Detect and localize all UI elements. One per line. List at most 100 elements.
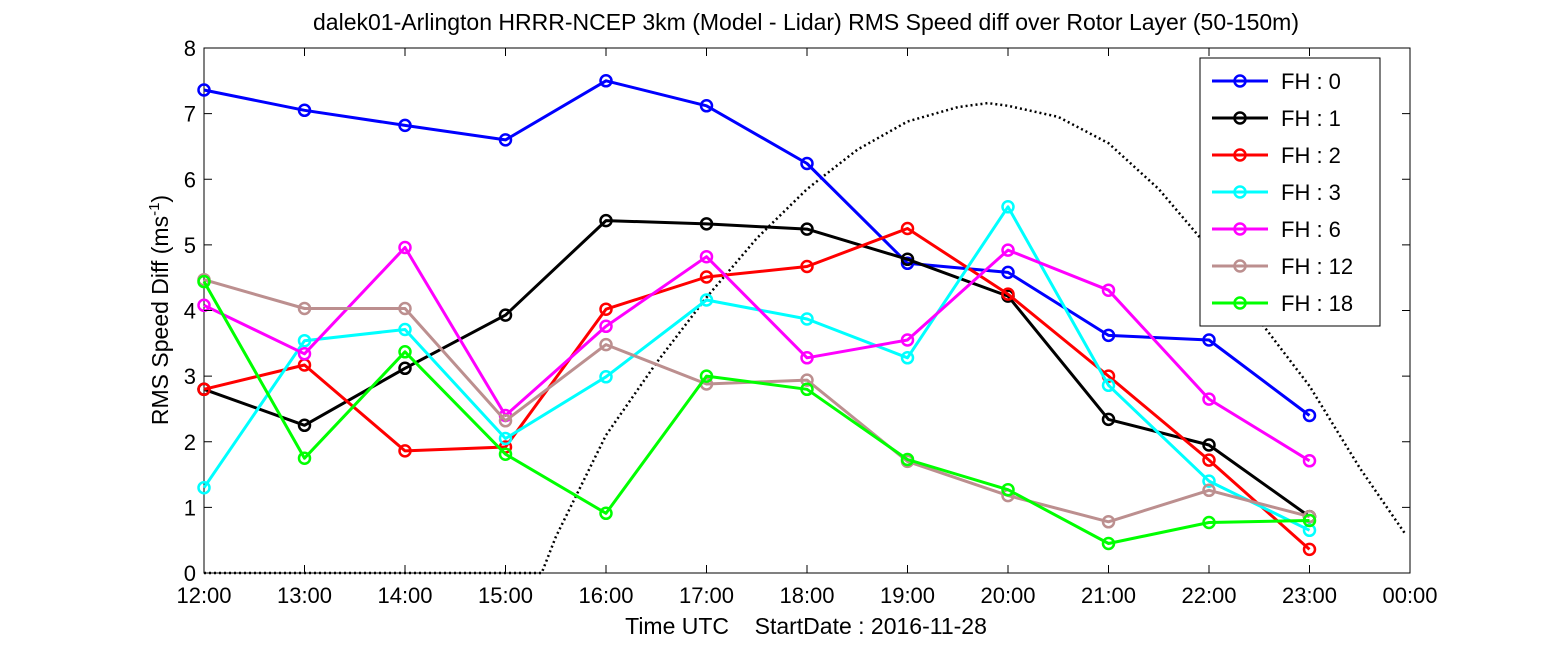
data-point bbox=[1101, 328, 1116, 343]
legend-label: FH : 3 bbox=[1281, 180, 1341, 205]
data-point bbox=[1302, 513, 1317, 528]
y-tick-label: 1 bbox=[184, 495, 196, 520]
y-axis-label-main: RMS Speed Diff (ms bbox=[147, 216, 173, 425]
x-tick-label: 14:00 bbox=[377, 583, 432, 608]
legend-swatch-marker bbox=[1233, 185, 1247, 199]
data-point bbox=[498, 447, 513, 461]
data-point bbox=[1202, 474, 1216, 488]
legend-entry: FH : 18 bbox=[1212, 291, 1353, 316]
ticks-layer: 12:00 13:00 14:00 15:00 16:00 17:00 18:00 19:00… bbox=[176, 36, 1437, 608]
legend-entry: FH : 2 bbox=[1212, 143, 1341, 168]
data-point bbox=[498, 431, 513, 446]
legend-label: FH : 2 bbox=[1281, 143, 1341, 168]
legend-swatch-marker bbox=[1233, 259, 1247, 273]
data-point bbox=[1302, 542, 1317, 557]
reference-curve bbox=[204, 101, 1407, 575]
data-point bbox=[699, 99, 714, 113]
data-point bbox=[1302, 454, 1317, 468]
data-point bbox=[398, 240, 412, 255]
data-point bbox=[699, 217, 714, 231]
data-point bbox=[1001, 243, 1015, 257]
data-point bbox=[900, 333, 915, 347]
data-point bbox=[599, 319, 613, 334]
series-0 bbox=[197, 74, 1317, 423]
legend-label: FH : 18 bbox=[1281, 291, 1353, 316]
series-layer bbox=[197, 74, 1317, 557]
series-line bbox=[202, 205, 1311, 532]
data-point bbox=[1101, 515, 1116, 529]
data-point bbox=[800, 222, 814, 236]
reference-curve-layer bbox=[204, 101, 1407, 575]
data-point bbox=[800, 351, 814, 365]
x-tick-label: 12:00 bbox=[176, 583, 231, 608]
series-line bbox=[203, 227, 1311, 551]
chart-title: dalek01-Arlington HRRR-NCEP 3km (Model -… bbox=[313, 9, 1299, 35]
data-point bbox=[900, 221, 915, 236]
legend-label: FH : 6 bbox=[1281, 217, 1341, 242]
data-point bbox=[197, 274, 211, 289]
legend-swatch-marker bbox=[1233, 222, 1247, 236]
x-tick-label: 18:00 bbox=[779, 583, 834, 608]
x-tick-label: 17:00 bbox=[679, 583, 734, 608]
x-tick-label: 16:00 bbox=[578, 583, 633, 608]
data-point bbox=[197, 480, 211, 495]
data-point bbox=[398, 444, 412, 458]
y-tick-label: 8 bbox=[184, 36, 196, 61]
data-point bbox=[800, 259, 814, 274]
data-point bbox=[1202, 392, 1216, 406]
data-point bbox=[1202, 483, 1216, 498]
y-tick-label: 7 bbox=[184, 102, 196, 127]
data-point bbox=[398, 322, 412, 337]
data-point bbox=[800, 156, 814, 171]
y-tick-label: 6 bbox=[184, 167, 196, 192]
data-point bbox=[1202, 515, 1216, 530]
data-point bbox=[699, 293, 714, 307]
x-tick-label: 19:00 bbox=[880, 583, 935, 608]
data-point bbox=[398, 118, 412, 133]
data-point bbox=[1202, 438, 1216, 452]
data-point bbox=[297, 301, 312, 316]
data-point bbox=[498, 414, 513, 428]
x-tick-label: 00:00 bbox=[1382, 583, 1437, 608]
series-line bbox=[203, 219, 1311, 518]
series-3 bbox=[197, 200, 1317, 538]
data-point bbox=[297, 451, 312, 465]
series-line bbox=[202, 280, 1310, 545]
data-point bbox=[800, 373, 814, 387]
legend-swatch-marker bbox=[1233, 296, 1247, 310]
y-tick-label: 4 bbox=[184, 299, 196, 324]
data-point bbox=[1101, 536, 1116, 551]
legend-label: FH : 1 bbox=[1281, 106, 1341, 131]
data-point bbox=[699, 369, 714, 383]
legend-label: FH : 12 bbox=[1281, 254, 1353, 279]
y-axis-label-close: ) bbox=[147, 195, 173, 203]
data-point bbox=[1302, 408, 1317, 423]
data-point bbox=[1202, 333, 1216, 347]
legend-entry: FH : 0 bbox=[1212, 69, 1341, 94]
data-point bbox=[498, 308, 513, 322]
legend-entry: FH : 3 bbox=[1212, 180, 1341, 205]
series-line bbox=[203, 246, 1311, 463]
series-6 bbox=[197, 274, 1317, 551]
data-point bbox=[1001, 287, 1015, 301]
legend-swatch-marker bbox=[1233, 74, 1247, 88]
data-point bbox=[1001, 200, 1015, 214]
data-point bbox=[1101, 378, 1116, 393]
x-tick-label: 20:00 bbox=[980, 583, 1035, 608]
legend-swatch-marker bbox=[1233, 111, 1247, 125]
series-line bbox=[203, 79, 1311, 417]
y-tick-label: 3 bbox=[184, 364, 196, 389]
data-point bbox=[900, 252, 915, 267]
data-point bbox=[699, 270, 714, 284]
data-point bbox=[398, 361, 412, 376]
data-point bbox=[900, 351, 915, 365]
legend-label: FH : 0 bbox=[1281, 69, 1341, 94]
legend-entry: FH : 12 bbox=[1212, 254, 1353, 279]
data-point bbox=[297, 347, 312, 361]
x-tick-label: 15:00 bbox=[478, 583, 533, 608]
x-tick-label: 13:00 bbox=[277, 583, 332, 608]
data-point bbox=[197, 382, 211, 397]
data-point bbox=[800, 312, 814, 326]
y-axis-label: RMS Speed Diff (ms-1) bbox=[146, 195, 173, 425]
